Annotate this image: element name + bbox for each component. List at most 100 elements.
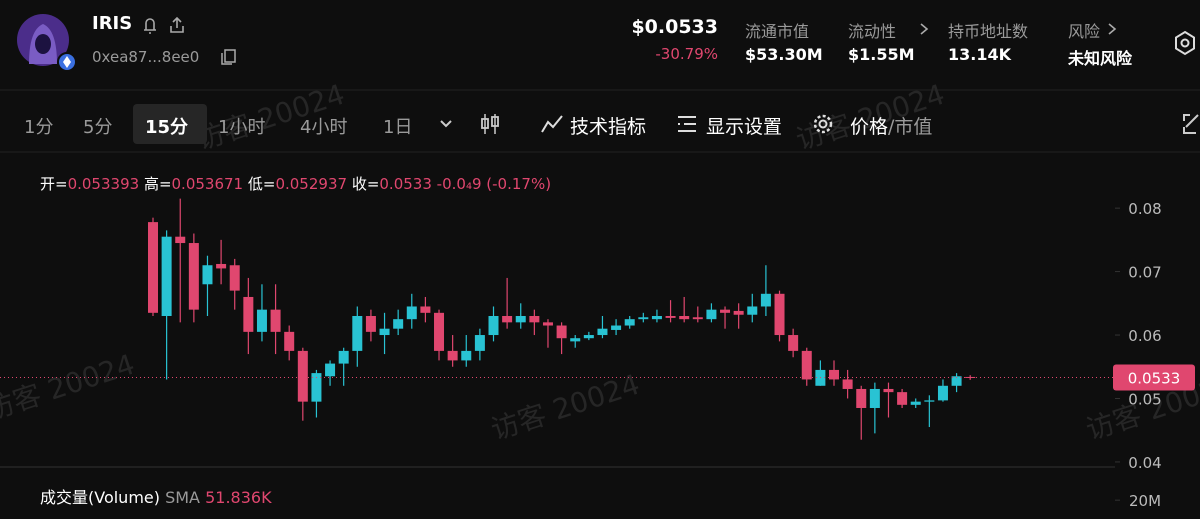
indicator-icon[interactable] bbox=[540, 112, 566, 136]
display-button[interactable]: 显示设置 bbox=[706, 116, 783, 138]
token-price: $0.0533 bbox=[631, 16, 718, 38]
candle-body bbox=[175, 236, 186, 244]
candle-body bbox=[556, 325, 567, 339]
candle-body bbox=[365, 316, 376, 332]
stat-label: 流动性 bbox=[848, 22, 897, 41]
candle-body bbox=[148, 222, 158, 313]
candle-body bbox=[243, 296, 254, 332]
token-avatar bbox=[17, 14, 77, 72]
change-value: -0.0₄9 bbox=[436, 175, 482, 193]
y-tick-label: 0.06 bbox=[1128, 327, 1161, 345]
candle-body bbox=[829, 369, 839, 380]
gear-icon[interactable] bbox=[810, 111, 836, 137]
candle-body bbox=[937, 385, 948, 401]
candle-body bbox=[202, 265, 213, 285]
chart-type-icon[interactable] bbox=[479, 112, 501, 136]
price-option[interactable]: 价格 bbox=[850, 116, 889, 138]
candle-body bbox=[720, 309, 731, 313]
watermark: 访客 20024 bbox=[487, 368, 644, 447]
candle-body bbox=[420, 306, 431, 313]
candle-body bbox=[665, 316, 676, 318]
candle-body bbox=[311, 373, 322, 402]
volume-tick-label: 20M bbox=[1129, 492, 1161, 510]
candle-body bbox=[474, 335, 485, 351]
candle-body bbox=[924, 400, 935, 402]
y-tick-label: 0.07 bbox=[1128, 264, 1161, 282]
close-label: 收= bbox=[351, 175, 380, 193]
candle-body bbox=[461, 350, 472, 361]
open-value: 0.053393 bbox=[67, 175, 140, 193]
candle-body bbox=[488, 316, 499, 336]
chevron[interactable] bbox=[1106, 22, 1118, 36]
expand-icon[interactable] bbox=[1182, 112, 1200, 136]
low-label: 低= bbox=[247, 175, 276, 193]
candle-body bbox=[502, 316, 513, 323]
candle-body bbox=[379, 328, 390, 336]
price-toggle[interactable]: 价格/市值 bbox=[850, 112, 932, 139]
y-tick-label: 0.05 bbox=[1128, 390, 1161, 408]
candle-body bbox=[570, 338, 581, 342]
low-value: 0.052937 bbox=[275, 175, 348, 193]
y-tick-label: 0.04 bbox=[1128, 454, 1161, 472]
header-icons[interactable] bbox=[140, 14, 190, 36]
volume-title: 成交量(Volume) bbox=[40, 488, 160, 507]
candle-body bbox=[883, 388, 894, 393]
open-label: 开= bbox=[40, 175, 68, 193]
candle-body bbox=[216, 263, 227, 269]
sma-label: SMA bbox=[165, 488, 200, 507]
close-value: 0.0533 bbox=[379, 175, 432, 193]
high-label: 高= bbox=[143, 175, 172, 193]
more-intervals[interactable] bbox=[437, 115, 455, 133]
last-price-label: 0.0533 bbox=[1128, 370, 1181, 388]
last-price-tag bbox=[1113, 364, 1195, 391]
candle-body bbox=[515, 316, 526, 323]
candle-body bbox=[161, 236, 172, 316]
settings-icon[interactable] bbox=[1172, 30, 1198, 56]
interval-button[interactable]: 15分 bbox=[145, 117, 189, 138]
interval-button[interactable]: 1分 bbox=[24, 117, 54, 138]
candle-body bbox=[352, 316, 363, 351]
candle-body bbox=[706, 309, 717, 320]
candle-body bbox=[910, 401, 921, 405]
interval-button[interactable]: 1小时 bbox=[218, 117, 266, 138]
candle-body bbox=[951, 376, 962, 386]
display-icon[interactable] bbox=[675, 112, 699, 136]
candle-body bbox=[393, 319, 404, 329]
y-tick-label: 0.08 bbox=[1128, 200, 1161, 218]
candle-body bbox=[529, 316, 540, 323]
interval-button[interactable]: 4小时 bbox=[300, 117, 348, 138]
interval-button[interactable]: 1日 bbox=[383, 117, 413, 138]
change-percent: (-0.17%) bbox=[486, 175, 552, 193]
candle-body bbox=[188, 243, 199, 310]
ohlc-legend: 开=0.053393 高=0.053671 低=0.052937 收=0.053… bbox=[40, 173, 551, 194]
stat-value: $53.30M bbox=[745, 45, 823, 64]
candle-body bbox=[733, 310, 744, 315]
candle-body bbox=[406, 306, 417, 320]
stat-label: 风险 bbox=[1068, 22, 1101, 41]
volume-legend: 成交量(Volume) SMA 51.836K bbox=[40, 484, 272, 508]
candle-body bbox=[692, 317, 703, 320]
candle-body bbox=[801, 350, 812, 380]
interval-button[interactable]: 5分 bbox=[83, 117, 113, 138]
stat-label: 持币地址数 bbox=[948, 22, 1029, 41]
stat-value: $1.55M bbox=[848, 45, 915, 64]
candle-body bbox=[338, 350, 349, 364]
candle-body bbox=[842, 379, 853, 389]
candle-body bbox=[747, 306, 758, 315]
indicators-button[interactable]: 技术指标 bbox=[570, 116, 647, 138]
candle-body bbox=[270, 309, 281, 332]
candle-body bbox=[284, 331, 295, 351]
sma-value: 51.836K bbox=[205, 488, 272, 507]
candle-body bbox=[856, 388, 867, 408]
market-cap-option[interactable]: /市值 bbox=[888, 116, 933, 138]
selected-bg bbox=[133, 104, 207, 144]
chevron[interactable] bbox=[918, 22, 930, 36]
candle-body bbox=[869, 388, 880, 408]
token-address: 0xea87...8ee0 bbox=[92, 48, 200, 66]
candle-body bbox=[434, 312, 445, 351]
copy-icon[interactable] bbox=[220, 48, 238, 66]
high-value: 0.053671 bbox=[171, 175, 244, 193]
candle-body bbox=[325, 363, 336, 377]
